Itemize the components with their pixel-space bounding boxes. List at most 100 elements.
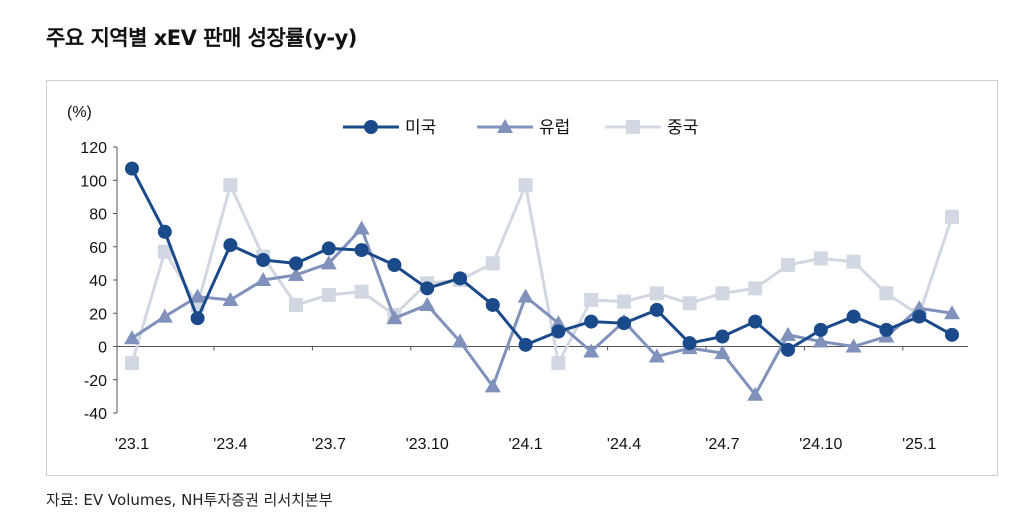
- source-note: 자료: EV Volumes, NH투자증권 리서치본부: [46, 491, 333, 509]
- y-tick-label: 20: [89, 306, 107, 323]
- data-point-circle: [321, 241, 336, 256]
- data-point-triangle: [353, 220, 370, 235]
- data-point-triangle: [189, 288, 206, 303]
- data-point-square: [125, 356, 139, 371]
- data-point-square: [223, 178, 238, 193]
- data-point-circle: [879, 322, 894, 337]
- data-point-square: [715, 286, 730, 301]
- data-point-square: [649, 286, 664, 301]
- x-tick-label: '23.4: [213, 436, 247, 453]
- y-tick-label: 100: [80, 173, 107, 190]
- data-point-triangle: [222, 291, 239, 306]
- data-point-triangle: [845, 338, 862, 353]
- data-point-square: [485, 256, 500, 271]
- data-point-circle: [715, 329, 730, 344]
- data-point-triangle: [484, 378, 501, 393]
- y-tick-label: 40: [89, 273, 107, 290]
- data-point-circle: [289, 256, 303, 271]
- data-point-circle: [945, 327, 959, 342]
- data-point-square: [781, 258, 795, 273]
- data-point-triangle: [288, 267, 304, 282]
- data-point-square: [813, 251, 828, 266]
- data-point-square: [354, 284, 369, 299]
- x-tick-label: '25.1: [902, 436, 936, 453]
- series-line-triangle: [131, 226, 953, 397]
- data-point-square: [518, 178, 533, 193]
- chart-frame: (%) 120 100 80 60 40 20 0 -20 -40 '23.1 '23.4 '23.7 '…: [46, 80, 998, 476]
- data-point-triangle: [320, 255, 337, 270]
- legend-label: 중국: [667, 118, 698, 138]
- data-point-square: [289, 297, 303, 312]
- x-tick-label: '24.1: [508, 436, 542, 453]
- y-tick-label: -20: [84, 373, 107, 390]
- data-point-circle: [748, 314, 763, 329]
- data-point-circle: [256, 253, 271, 268]
- data-point-square: [617, 294, 631, 309]
- x-tick-label: '24.10: [799, 436, 842, 453]
- data-point-square: [551, 356, 566, 371]
- x-tick-label: '24.4: [607, 436, 641, 453]
- data-point-circle: [682, 336, 697, 351]
- data-point-triangle: [124, 330, 140, 345]
- data-point-circle: [649, 302, 664, 317]
- legend-marker-circle: [364, 120, 378, 134]
- data-point-circle: [420, 281, 435, 296]
- x-tick-label: '23.10: [406, 436, 449, 453]
- data-point-square: [157, 244, 172, 259]
- data-point-square: [945, 209, 959, 224]
- data-point-circle: [518, 337, 533, 352]
- data-point-triangle: [386, 310, 403, 325]
- chart-title: 주요 지역별 xEV 판매 성장률(y-y): [46, 26, 357, 50]
- line-chart: (%) 120 100 80 60 40 20 0 -20 -40 '23.1 '23.4 '23.7 '…: [67, 104, 968, 453]
- data-point-circle: [912, 309, 927, 324]
- y-tick-label: 120: [80, 140, 107, 157]
- data-point-triangle: [812, 333, 829, 348]
- data-point-square: [748, 281, 763, 296]
- data-point-triangle: [714, 345, 731, 360]
- data-point-circle: [157, 224, 172, 239]
- data-point-circle: [617, 316, 631, 331]
- data-point-circle: [223, 238, 238, 253]
- data-point-triangle: [419, 296, 436, 311]
- data-point-triangle: [517, 288, 534, 303]
- y-axis-unit: (%): [67, 104, 92, 121]
- legend-label: 유럽: [539, 118, 570, 138]
- data-point-circle: [781, 342, 795, 357]
- data-point-triangle: [550, 315, 567, 330]
- data-point-triangle: [452, 333, 468, 348]
- data-point-circle: [387, 258, 402, 273]
- series-line-square: [130, 183, 954, 365]
- data-point-square: [682, 296, 697, 311]
- data-point-circle: [813, 322, 828, 337]
- data-point-circle: [453, 271, 467, 286]
- data-point-triangle: [583, 343, 600, 358]
- y-tick-label: 0: [98, 340, 107, 357]
- data-point-triangle: [156, 308, 173, 323]
- data-point-circle: [485, 297, 500, 312]
- data-point-square: [846, 254, 861, 269]
- data-point-circle: [354, 243, 369, 258]
- data-point-circle: [846, 309, 861, 324]
- data-point-triangle: [648, 348, 665, 363]
- data-point-triangle: [780, 326, 796, 341]
- legend-marker-triangle: [497, 119, 513, 133]
- legend-marker-square: [626, 120, 640, 134]
- x-tick-label: '23.7: [312, 436, 346, 453]
- x-tick-label: '24.7: [705, 436, 739, 453]
- data-point-square: [321, 287, 336, 302]
- data-point-square: [879, 286, 894, 301]
- data-point-circle: [584, 314, 599, 329]
- data-point-triangle: [944, 305, 960, 320]
- data-point-circle: [125, 161, 139, 176]
- y-tick-label: -40: [84, 406, 107, 423]
- y-tick-label: 80: [89, 207, 107, 224]
- legend-label: 미국: [405, 118, 436, 138]
- data-point-triangle: [911, 300, 928, 315]
- data-point-triangle: [747, 386, 764, 401]
- data-point-square: [584, 292, 599, 307]
- x-tick-label: '23.1: [115, 436, 149, 453]
- data-point-circle: [551, 324, 566, 339]
- data-point-triangle: [255, 272, 272, 286]
- y-tick-label: 60: [89, 240, 107, 257]
- data-point-circle: [190, 311, 205, 326]
